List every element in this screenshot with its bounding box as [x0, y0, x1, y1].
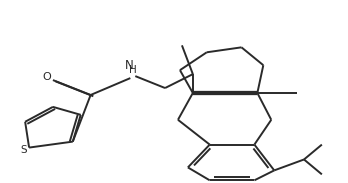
Text: H: H	[129, 65, 137, 75]
Text: O: O	[42, 72, 52, 82]
Text: N: N	[125, 59, 134, 72]
Text: S: S	[21, 145, 27, 155]
